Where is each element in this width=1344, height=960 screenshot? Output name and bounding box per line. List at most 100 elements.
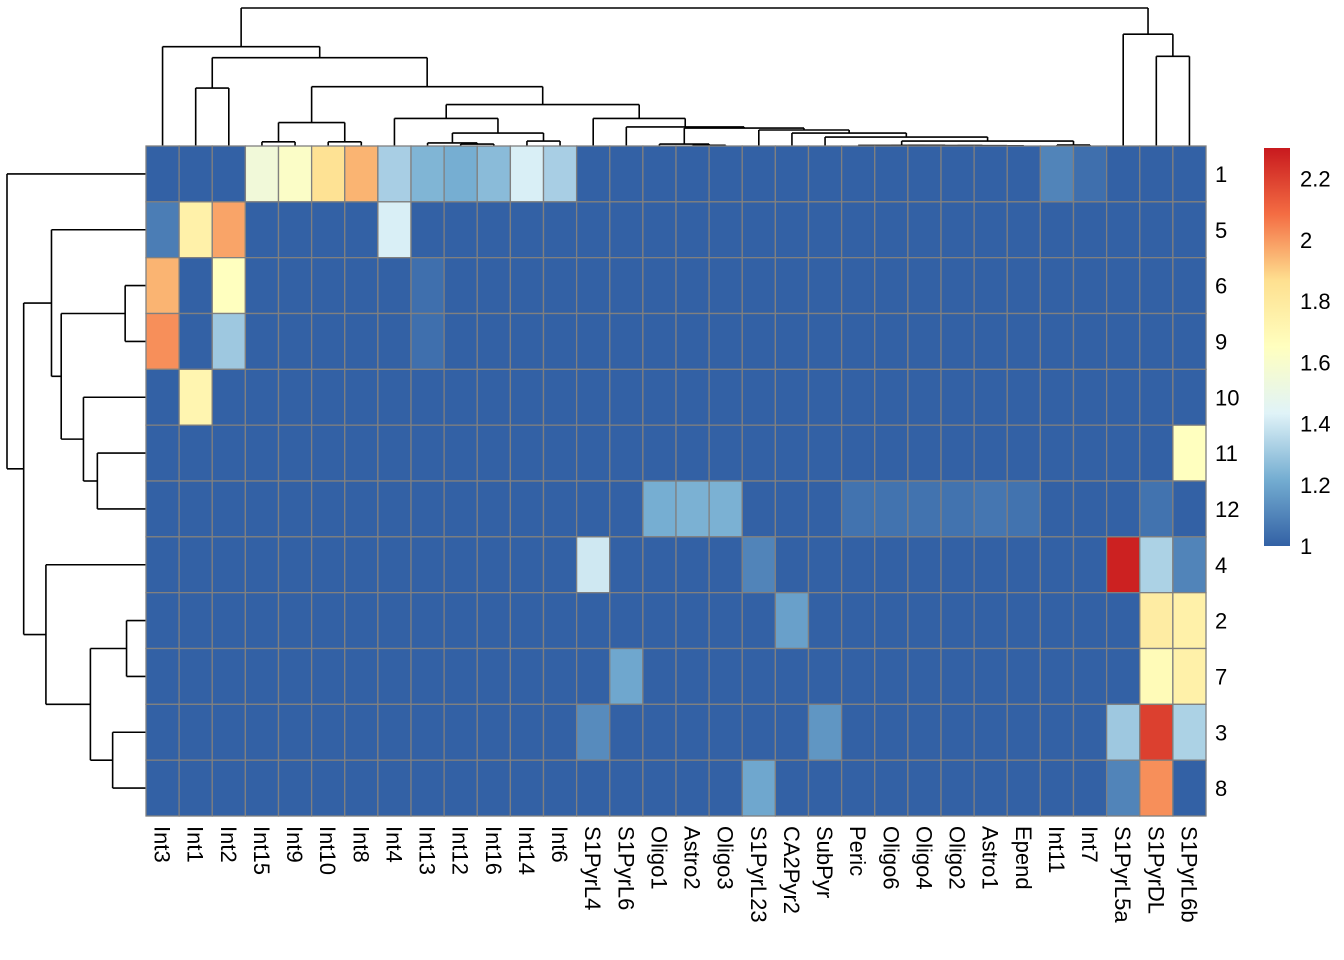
heatmap-cell — [741, 201, 777, 259]
heatmap-cell — [1039, 703, 1075, 761]
heatmap-cell — [642, 759, 677, 817]
heatmap-cell — [211, 647, 247, 705]
heatmap-cell — [542, 703, 578, 761]
heatmap-cell — [907, 703, 942, 761]
heatmap-cell — [145, 703, 180, 761]
heatmap-cell — [1006, 257, 1042, 315]
heatmap-cell — [940, 480, 975, 538]
heatmap-cell — [1105, 592, 1141, 650]
heatmap-cell — [145, 201, 180, 259]
heatmap-cell — [840, 424, 876, 482]
heatmap-cell — [609, 257, 644, 315]
heatmap-cell — [145, 647, 180, 705]
column-label: Oligo1 — [646, 826, 671, 890]
heatmap-cell — [575, 592, 611, 650]
heatmap-cell — [410, 201, 445, 259]
heatmap-cell — [310, 592, 346, 650]
heatmap-cell — [807, 424, 843, 482]
heatmap-cell — [774, 312, 810, 370]
heatmap-cell — [410, 312, 445, 370]
heatmap-cell — [940, 201, 975, 259]
heatmap-cell — [575, 145, 611, 203]
heatmap-cell — [476, 480, 512, 538]
heatmap-cell — [310, 647, 346, 705]
heatmap-cell — [940, 312, 975, 370]
heatmap-cell — [1006, 312, 1042, 370]
heatmap-cell — [1072, 480, 1108, 538]
heatmap-cell — [277, 145, 313, 203]
heatmap-cell — [774, 424, 810, 482]
heatmap-cell — [1039, 647, 1075, 705]
heatmap-cell — [708, 647, 743, 705]
heatmap-cell — [1072, 647, 1108, 705]
heatmap-cell — [575, 703, 611, 761]
column-label: Int10 — [315, 826, 340, 875]
heatmap-cell — [178, 592, 213, 650]
heatmap-cell — [476, 703, 512, 761]
column-dendrogram — [161, 7, 1191, 147]
heatmap-cell — [1006, 480, 1042, 538]
heatmap-cell — [1039, 312, 1075, 370]
heatmap-cell — [642, 312, 677, 370]
heatmap-cell — [476, 312, 512, 370]
column-label: Int12 — [448, 826, 473, 875]
heatmap-cell — [1072, 759, 1108, 817]
heatmap-cell — [973, 145, 1008, 203]
heatmap-cell — [675, 592, 710, 650]
heatmap-cell — [741, 480, 777, 538]
heatmap-cell — [310, 368, 346, 426]
heatmap-cell — [874, 703, 909, 761]
heatmap-cell — [642, 424, 677, 482]
heatmap-cell — [145, 145, 180, 203]
column-labels: Int3 Int1 Int2 Int15 Int9 Int10 Int8 Int4 Int13 I… — [150, 826, 1202, 923]
heatmap-cell — [609, 201, 644, 259]
row-label: 3 — [1215, 720, 1227, 745]
heatmap-cell — [145, 480, 180, 538]
heatmap-cell — [410, 536, 445, 594]
heatmap-cell — [741, 592, 777, 650]
heatmap-cell — [344, 368, 379, 426]
heatmap-cell — [1006, 592, 1042, 650]
heatmap-cell — [708, 480, 743, 538]
heatmap-cell — [1172, 368, 1207, 426]
heatmap-cell — [542, 201, 578, 259]
heatmap-cell — [874, 257, 909, 315]
heatmap-cell — [907, 312, 942, 370]
heatmap-cell — [741, 759, 777, 817]
heatmap-cell — [575, 368, 611, 426]
heatmap-cell — [675, 312, 710, 370]
heatmap-cell — [344, 480, 379, 538]
heatmap-cell — [277, 703, 313, 761]
heatmap-cell — [741, 703, 777, 761]
column-label: Int16 — [481, 826, 506, 875]
heatmap-cell — [244, 592, 280, 650]
heatmap-cell — [310, 312, 346, 370]
heatmap-cell — [1172, 145, 1207, 203]
heatmap-cell — [642, 368, 677, 426]
heatmap-cell — [1172, 424, 1207, 482]
heatmap-cell — [244, 759, 280, 817]
row-label: 12 — [1215, 497, 1239, 522]
heatmap-cell — [542, 592, 578, 650]
heatmap-cell — [642, 201, 677, 259]
column-label: Int11 — [1044, 826, 1069, 873]
heatmap-cell — [1006, 536, 1042, 594]
heatmap-cell — [1072, 257, 1108, 315]
heatmap-cell — [973, 257, 1008, 315]
row-label: 1 — [1215, 162, 1227, 187]
heatmap-cell — [708, 536, 743, 594]
heatmap-cell — [940, 536, 975, 594]
heatmap-cell — [1139, 368, 1174, 426]
heatmap-cell — [840, 480, 876, 538]
heatmap-cell — [1039, 424, 1075, 482]
heatmap-cell — [178, 759, 213, 817]
heatmap-cell — [1039, 201, 1075, 259]
heatmap-cell — [609, 759, 644, 817]
heatmap-cell — [542, 312, 578, 370]
heatmap-cell — [277, 368, 313, 426]
heatmap-cell — [1139, 592, 1174, 650]
heatmap-cell — [874, 647, 909, 705]
heatmap-cell — [1172, 759, 1207, 817]
heatmap-cell — [277, 536, 313, 594]
